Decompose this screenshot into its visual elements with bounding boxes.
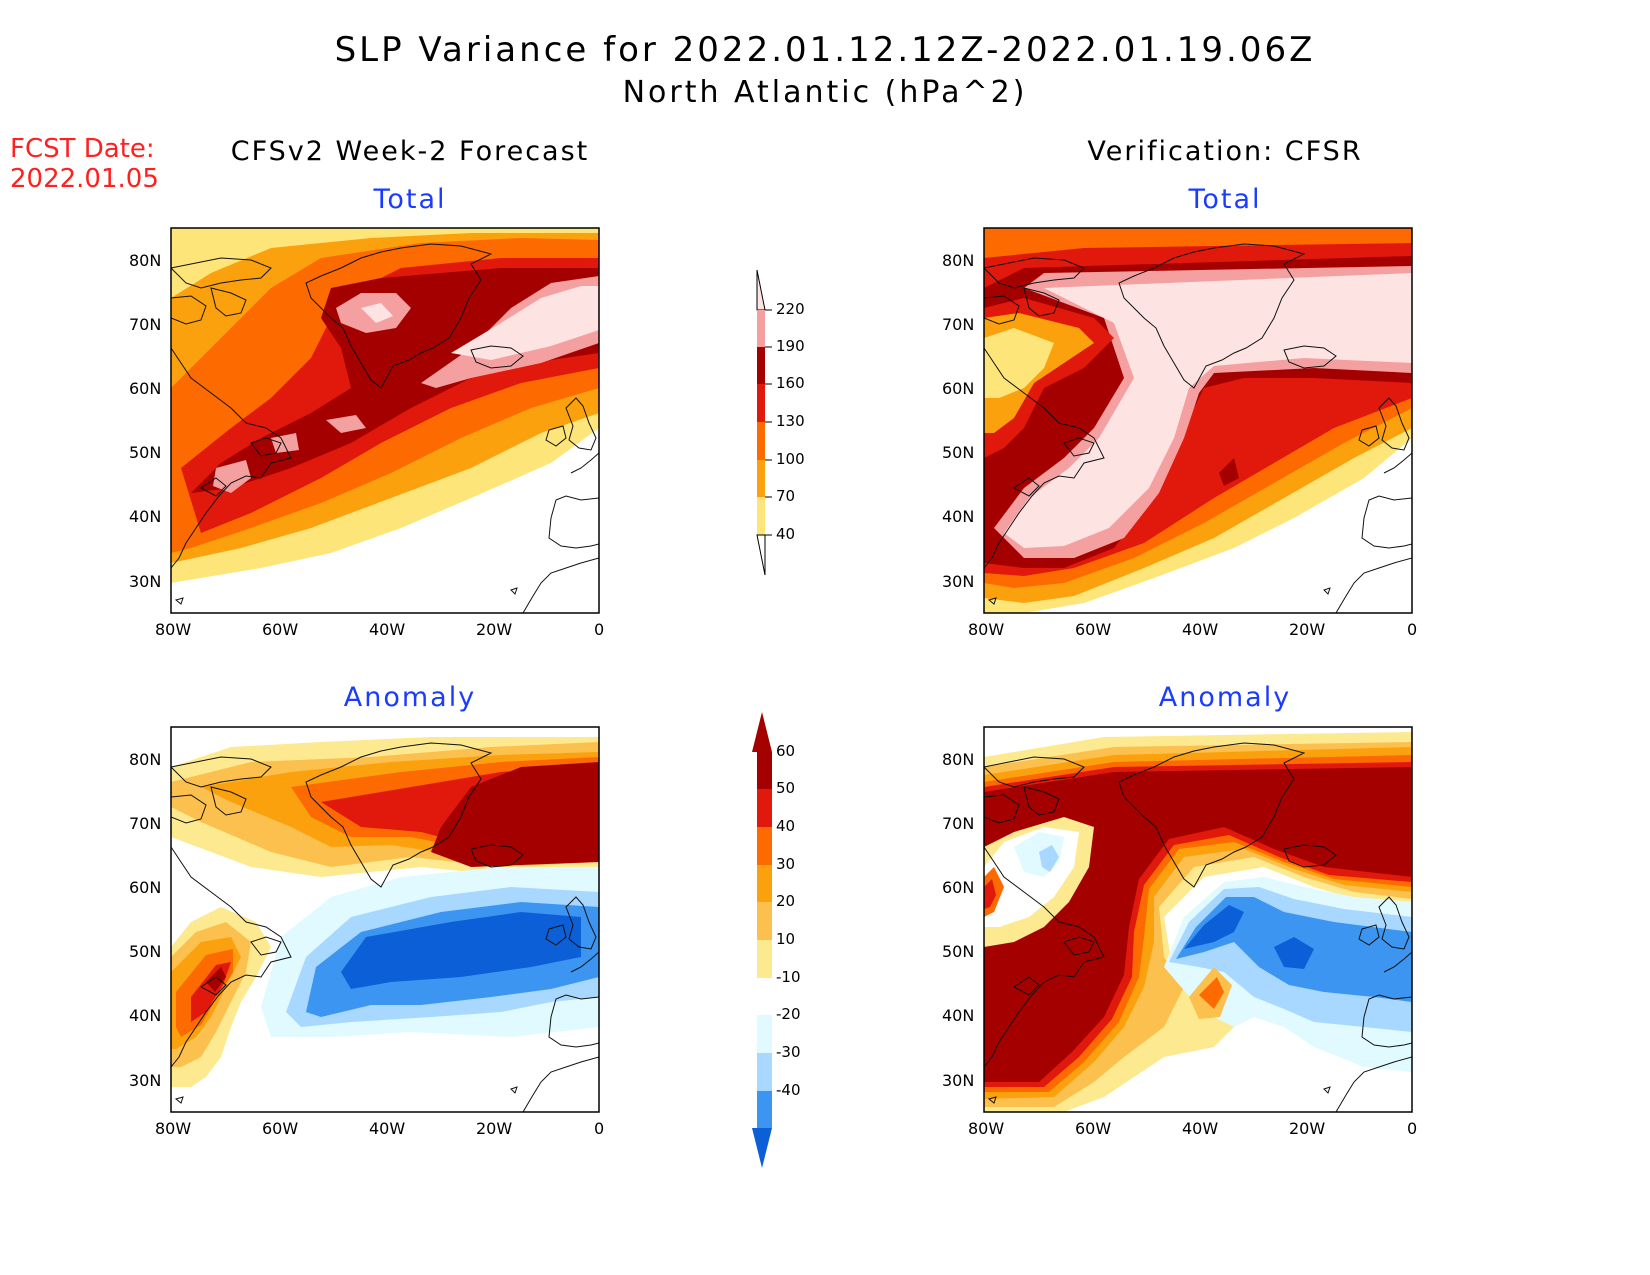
anom-cbar-label-60: 60 — [776, 742, 796, 760]
p2-lon-20w: 20W — [1289, 620, 1326, 639]
verification-column-title: Verification: CFSR — [1087, 136, 1363, 167]
p3-lat-50n: 50N — [129, 942, 162, 961]
p2-lon-40w: 40W — [1182, 620, 1219, 639]
p4-lon-60w: 60W — [1075, 1119, 1112, 1138]
total-cbar-label-70: 70 — [776, 487, 796, 505]
p4-lat-50n: 50N — [942, 942, 975, 961]
p3-lon-60w: 60W — [262, 1119, 299, 1138]
total-cbar-label-40: 40 — [776, 525, 796, 543]
p4-lat-60n: 60N — [942, 878, 975, 897]
p1-lat-40n: 40N — [129, 507, 162, 526]
p4-lat-30n: 30N — [942, 1071, 975, 1090]
p4-lat-70n: 70N — [942, 814, 975, 833]
p3-lat-60n: 60N — [129, 878, 162, 897]
p1-lon-0: 0 — [594, 620, 605, 639]
p2-lat-40n: 40N — [942, 507, 975, 526]
verification-anomaly-map — [983, 726, 1413, 1113]
p4-lon-20w: 20W — [1289, 1119, 1326, 1138]
p1-lat-60n: 60N — [129, 379, 162, 398]
anom-cbar-label-neg20: -20 — [776, 1005, 801, 1023]
p2-lat-50n: 50N — [942, 443, 975, 462]
total-cbar-label-190: 190 — [776, 337, 805, 355]
p3-lon-0: 0 — [594, 1119, 605, 1138]
chart-subtitle: North Atlantic (hPa^2) — [622, 75, 1028, 110]
p1-lon-60w: 60W — [262, 620, 299, 639]
p2-lon-60w: 60W — [1075, 620, 1112, 639]
fcst-date-label: FCST Date: — [10, 134, 155, 164]
anom-cbar-label-20: 20 — [776, 892, 796, 910]
forecast-anomaly-map — [170, 726, 600, 1113]
p4-lat-40n: 40N — [942, 1006, 975, 1025]
anomaly-colorbar — [752, 712, 772, 1168]
forecast-column-title: CFSv2 Week-2 Forecast — [230, 136, 590, 167]
forecast-total-title: Total — [373, 184, 447, 215]
total-cbar-label-220: 220 — [776, 300, 805, 318]
p1-lat-50n: 50N — [129, 443, 162, 462]
forecast-total-map — [170, 227, 600, 614]
p3-lon-80w: 80W — [155, 1119, 192, 1138]
total-cbar-label-100: 100 — [776, 450, 805, 468]
p3-lat-70n: 70N — [129, 814, 162, 833]
verification-anomaly-title: Anomaly — [1158, 682, 1292, 713]
p2-lat-80n: 80N — [942, 251, 975, 270]
total-colorbar — [756, 269, 772, 576]
anom-cbar-label-10: 10 — [776, 930, 796, 948]
p4-lon-80w: 80W — [968, 1119, 1005, 1138]
verification-total-title: Total — [1188, 184, 1262, 215]
anom-cbar-label-neg40: -40 — [776, 1081, 801, 1099]
p2-lon-0: 0 — [1407, 620, 1418, 639]
p4-lon-40w: 40W — [1182, 1119, 1219, 1138]
total-cbar-label-160: 160 — [776, 374, 805, 392]
p1-lat-70n: 70N — [129, 315, 162, 334]
forecast-anomaly-title: Anomaly — [343, 682, 477, 713]
chart-title: SLP Variance for 2022.01.12.12Z-2022.01.… — [334, 30, 1316, 70]
p1-lon-20w: 20W — [476, 620, 513, 639]
p2-lat-70n: 70N — [942, 315, 975, 334]
p1-lon-40w: 40W — [369, 620, 406, 639]
anom-cbar-label-30: 30 — [776, 855, 796, 873]
p4-lat-80n: 80N — [942, 750, 975, 769]
p1-lat-80n: 80N — [129, 251, 162, 270]
p3-lat-80n: 80N — [129, 750, 162, 769]
p2-lat-30n: 30N — [942, 572, 975, 591]
p2-lat-60n: 60N — [942, 379, 975, 398]
p1-lat-30n: 30N — [129, 572, 162, 591]
p3-lat-30n: 30N — [129, 1071, 162, 1090]
p1-lon-80w: 80W — [155, 620, 192, 639]
verification-total-map — [983, 227, 1413, 614]
p3-lon-40w: 40W — [369, 1119, 406, 1138]
total-cbar-label-130: 130 — [776, 412, 805, 430]
p2-lon-80w: 80W — [968, 620, 1005, 639]
anom-cbar-label-neg10: -10 — [776, 968, 801, 986]
fcst-date-value: 2022.01.05 — [10, 164, 159, 194]
anom-cbar-label-50: 50 — [776, 779, 796, 797]
anom-cbar-label-40: 40 — [776, 817, 796, 835]
p3-lon-20w: 20W — [476, 1119, 513, 1138]
p3-lat-40n: 40N — [129, 1006, 162, 1025]
anom-cbar-label-neg30: -30 — [776, 1043, 801, 1061]
p4-lon-0: 0 — [1407, 1119, 1418, 1138]
